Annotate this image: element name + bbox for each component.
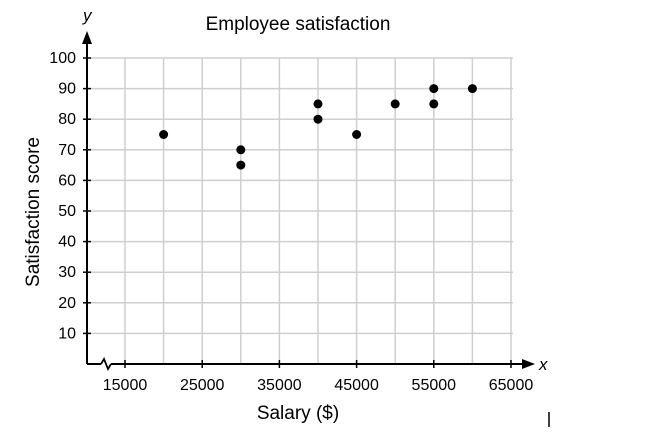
y-ticks: 10 20 30 40 50 60 70 80 90 100 [49, 50, 91, 342]
data-point [467, 84, 477, 94]
x-axis-break [100, 356, 112, 372]
y-tick-label: 10 [58, 325, 76, 342]
x-axis-label: Salary ($) [257, 403, 339, 424]
y-tick-label: 100 [49, 50, 76, 67]
grid [87, 57, 513, 364]
x-tick-label: 55000 [412, 377, 457, 394]
data-point [313, 99, 323, 109]
y-tick-label: 60 [58, 172, 76, 189]
y-tick-label: 80 [58, 111, 76, 128]
y-tick-label: 90 [58, 81, 76, 98]
x-axis-arrow [522, 359, 535, 369]
y-axis-label: Satisfaction score [23, 137, 44, 287]
data-point [429, 84, 439, 94]
axes [82, 31, 550, 427]
data-point [429, 99, 439, 109]
data-point [352, 130, 362, 139]
y-axis-arrow [82, 31, 92, 44]
y-tick-label: 30 [58, 264, 76, 281]
x-tick-label: 45000 [334, 377, 379, 394]
y-tick-label: 70 [58, 142, 76, 159]
data-point [159, 130, 169, 139]
y-tick-label: 40 [58, 234, 76, 251]
data-point [313, 114, 323, 124]
y-tick-label: 20 [58, 295, 76, 312]
data-points [159, 84, 477, 170]
x-axis-letter: x [538, 355, 548, 374]
x-tick-label: 35000 [257, 377, 302, 394]
data-point [390, 99, 400, 109]
x-tick-label: 25000 [180, 377, 225, 394]
x-tick-label: 15000 [103, 377, 148, 394]
x-tick-label: 65000 [489, 377, 534, 394]
x-ticks: 15000 25000 35000 45000 55000 65000 [103, 360, 534, 394]
y-tick-label: 50 [58, 203, 76, 220]
data-point [236, 145, 246, 155]
data-point [236, 160, 246, 170]
chart-title: Employee satisfaction [206, 14, 391, 35]
y-axis-letter: y [82, 6, 93, 25]
